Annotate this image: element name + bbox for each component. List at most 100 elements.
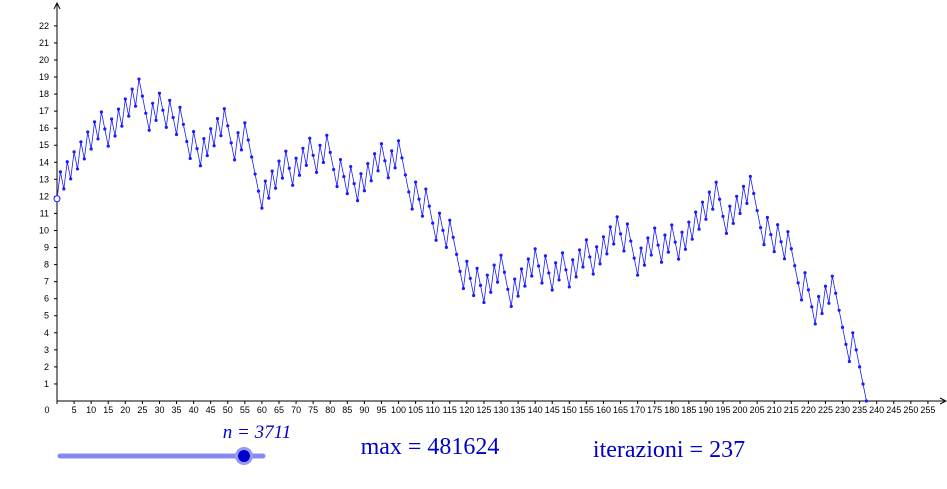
data-point [704,217,708,221]
data-point [646,236,650,240]
data-point [478,283,483,287]
data-point [345,192,349,196]
data-point [584,238,588,242]
data-point [714,180,718,184]
y-tick-label: 2 [44,362,49,372]
data-point [786,230,790,234]
data-point [407,190,411,194]
data-point [256,189,261,193]
data-point [448,218,452,222]
x-tick-label: 245 [886,405,901,415]
data-point [195,147,199,151]
data-point [386,176,390,180]
data-point [519,267,524,271]
data-point [571,258,575,262]
data-point [608,225,612,229]
data-point [649,253,653,257]
data-point [670,223,674,227]
data-point [362,189,366,193]
y-tick-label: 3 [44,345,49,355]
data-point [58,170,63,174]
data-point [393,166,397,170]
data-point [390,149,394,153]
x-tick-label: 130 [493,405,508,415]
x-tick-label: 5 [72,405,77,415]
data-point [434,238,438,242]
data-point [554,261,558,265]
data-point [673,240,677,244]
data-point [745,201,749,205]
x-tick-label: 10 [86,405,96,415]
data-point [369,179,373,183]
data-point [526,257,530,261]
y-tick-label: 10 [39,225,49,235]
data-point [615,215,619,219]
y-tick-label: 21 [39,38,49,48]
x-tick-label: 100 [391,405,406,415]
data-point [233,158,237,162]
data-point [502,270,507,274]
data-point [133,104,138,108]
data-point [209,127,213,131]
data-point [530,274,534,278]
data-point [455,252,459,256]
data-point [799,298,804,302]
data-point [250,155,254,159]
data-point [495,280,500,284]
data-point [803,271,807,275]
data-point [711,207,715,211]
x-tick-label: 80 [325,405,335,415]
data-point [106,144,110,148]
data-point [314,170,319,174]
data-point [721,214,725,218]
x-tick-label: 195 [715,405,730,415]
x-tick-label: 75 [308,405,318,415]
x-tick-label: 170 [630,405,645,415]
data-point [151,101,155,105]
data-point [738,211,742,216]
x-tick-label: 150 [562,405,577,415]
slider-knob[interactable] [238,450,250,462]
x-tick-label: 180 [664,405,679,415]
data-point [424,187,428,191]
data-point [188,156,192,161]
data-point [864,399,869,403]
data-point [506,287,510,291]
data-point [683,247,688,251]
data-point [700,200,705,204]
data-point [212,144,216,148]
data-point [260,206,264,210]
data-point [601,235,606,239]
data-point [735,194,739,198]
x-tick-label: 25 [137,405,147,415]
data-point [656,243,660,247]
x-tick-label: 175 [647,405,662,415]
data-point [653,226,657,230]
data-point [499,253,503,257]
data-point [564,268,568,272]
data-point [717,197,722,201]
data-point [164,125,168,129]
data-point [629,239,633,243]
data-point [72,150,76,154]
data-point [567,285,571,289]
data-point [612,242,616,246]
data-point [239,148,244,152]
data-point [376,169,380,173]
data-point [96,137,100,141]
data-point [765,215,770,220]
y-tick-label: 7 [44,277,49,287]
data-point [110,117,114,121]
data-point [280,176,285,180]
data-point [294,156,298,160]
data-point [581,265,585,269]
x-tick-label: 115 [443,405,457,415]
data-point [769,232,773,237]
data-point [557,278,561,282]
x-tick-label: 85 [342,405,352,415]
data-point [236,131,240,135]
data-point [560,251,565,255]
data-point [383,159,387,163]
slider-label: n = 3711 [223,422,291,443]
